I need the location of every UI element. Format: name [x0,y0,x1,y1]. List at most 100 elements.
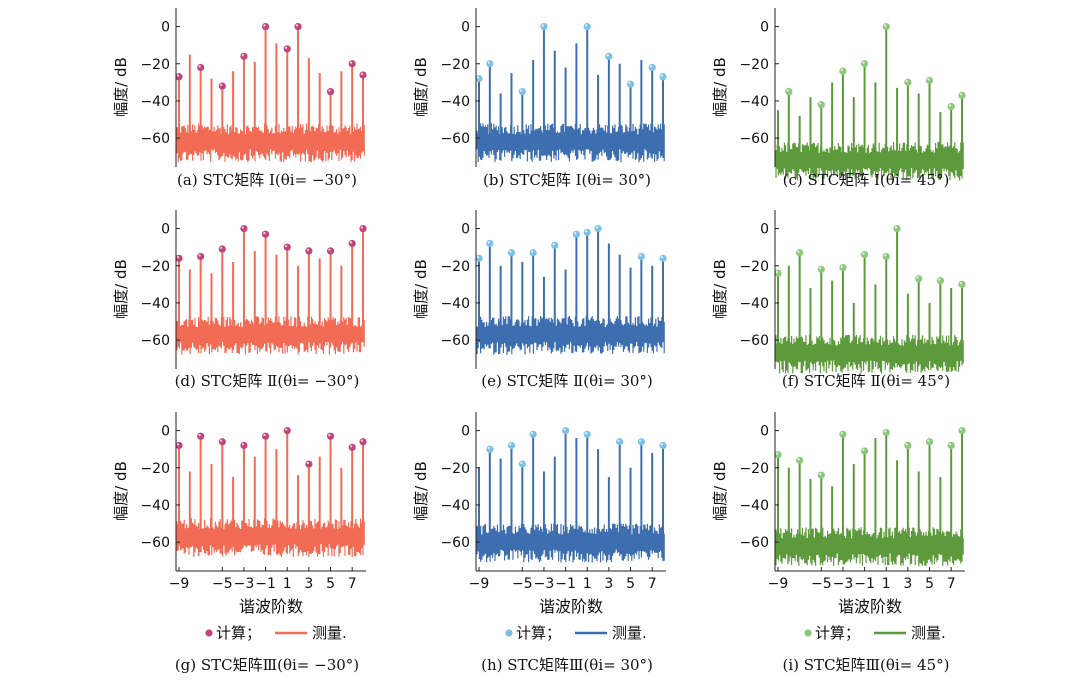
y-axis-label: 幅度/ dB [112,259,130,319]
panel-caption: (e) STC矩阵 Ⅱ(θi= 30°) [481,372,653,390]
panel-caption: (c) STC矩阵 Ⅰ(θi= 45°) [783,171,950,189]
panel-caption: (h) STC矩阵Ⅲ(θi= 30°) [481,656,653,674]
calculated-point [261,22,270,31]
x-tick-label: −1 [555,576,576,592]
calculated-point [817,101,825,109]
legend-meas-label: 测量. [312,624,347,642]
point-highlight [476,76,480,79]
calculated-point [540,22,548,31]
legend-calc-marker [205,629,213,637]
point-highlight [219,246,223,250]
y-tick-label: −20 [440,259,470,275]
y-tick-label: −40 [739,498,769,514]
point-highlight [660,74,664,77]
y-tick-label: −40 [440,296,470,312]
noise-floor [775,334,964,374]
calculated-point [561,426,570,435]
calculated-point [518,460,526,468]
y-tick-label: −40 [140,94,170,110]
panel-caption: (a) STC矩阵 Ⅰ(θi= −30°) [177,171,357,189]
calculated-point [261,432,270,440]
y-tick-label: −60 [140,131,170,147]
calculated-point [486,60,494,68]
calculated-point [796,249,804,257]
calculated-point [348,60,356,68]
point-highlight [916,276,919,279]
legend-calc-label: 计算； [815,624,860,642]
y-tick-label: −60 [440,333,470,349]
calculated-point [218,82,226,90]
point-highlight [241,54,245,57]
x-tick-label: −9 [469,576,490,592]
point-highlight [862,252,865,255]
point-highlight [862,61,865,64]
x-tick-label: 7 [648,576,657,592]
calculated-point [518,88,526,96]
y-tick-label: −60 [140,333,170,349]
point-highlight [360,72,364,76]
point-highlight [284,428,288,431]
y-tick-label: −60 [739,131,769,147]
y-tick-label: 0 [760,222,769,238]
calculated-point [839,430,847,438]
point-highlight [894,226,898,229]
point-highlight [360,226,364,229]
panel-caption: (d) STC矩阵 Ⅱ(θi= −30°) [175,372,360,390]
noise-floor [476,316,665,355]
calculated-point [882,22,890,31]
point-highlight [639,254,642,257]
x-tick-label: 1 [283,576,292,592]
noise-trace [775,334,964,374]
y-tick-label: −20 [440,461,470,477]
point-highlight [563,428,566,431]
noise-trace [476,123,665,163]
x-tick-label: −5 [512,576,533,592]
point-highlight [574,231,577,235]
legend: 计算； 测量. [505,624,647,642]
point-highlight [862,448,865,452]
legend-calc-marker [804,629,812,637]
calculated-point [326,247,335,255]
calculated-point [785,88,793,96]
panel-e: 0 −20 −40 −60 幅度/ dB (e) STC矩阵 Ⅱ(θi= 30°) [412,210,667,390]
point-highlight [263,433,266,437]
point-highlight [530,250,534,253]
y-tick-label: −60 [739,535,769,551]
point-highlight [927,439,930,442]
calculated-point [283,45,291,53]
noise-trace [176,316,365,355]
panel-caption: (f) STC矩阵 Ⅱ(θi= 45°) [782,372,950,390]
x-tick-label: −5 [212,576,233,592]
point-highlight [476,256,480,259]
point-highlight [295,24,299,27]
calculated-point [817,471,825,479]
calculated-point [551,241,559,249]
x-tick-label: 1 [583,576,592,592]
calculated-point [882,428,890,437]
point-highlight [818,102,822,105]
x-tick-label: 1 [882,576,891,592]
calculated-point [637,252,645,261]
point-highlight [519,461,523,465]
noise-floor [176,316,365,355]
point-highlight [487,241,490,244]
point-highlight [628,81,631,85]
y-axis-label: 幅度/ dB [412,461,430,521]
y-tick-label: 0 [461,222,470,238]
point-highlight [284,244,288,248]
noise-floor [476,523,665,563]
point-highlight [905,80,908,83]
y-tick-label: 0 [161,222,170,238]
point-highlight [198,254,201,257]
y-tick-label: −20 [739,461,769,477]
legend: 计算； 测量. [804,624,946,642]
calculated-point [936,277,944,285]
y-tick-label: −60 [440,131,470,147]
point-highlight [959,428,963,431]
point-highlight [530,432,534,435]
calculated-point [659,73,667,81]
noise-trace [176,518,365,557]
panel-f: 0 −20 −40 −60 幅度/ dB (f) STC矩阵 Ⅱ(θi= 45°) [711,210,966,390]
panel-a: 0 −20 −40 −60 幅度/ dB (a) STC矩阵 Ⅰ(θi= −30°) [112,8,367,189]
point-highlight [786,89,789,92]
